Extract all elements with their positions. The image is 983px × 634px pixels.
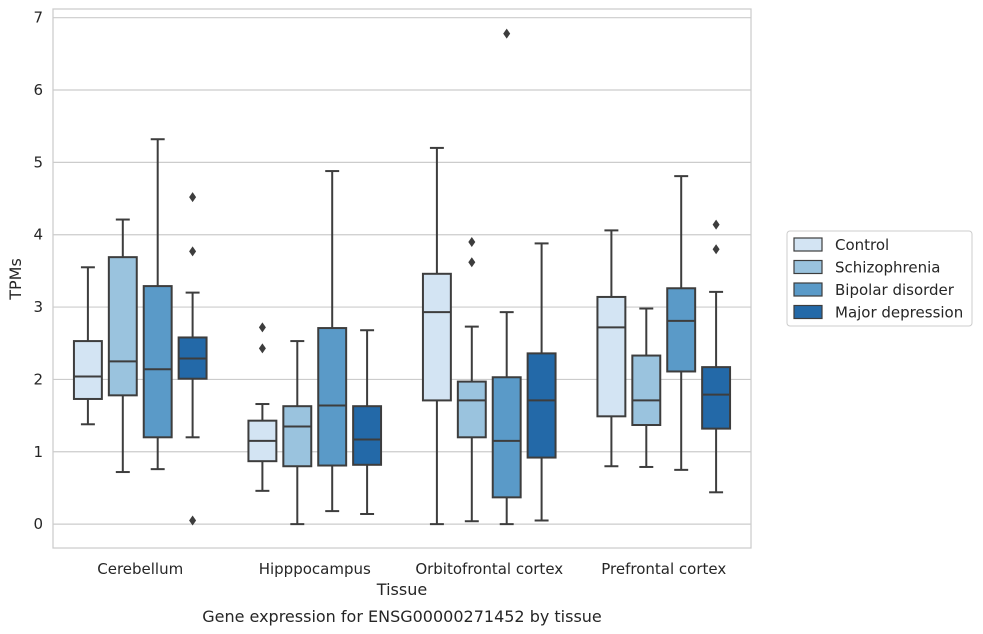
box (701, 219, 732, 494)
box (456, 236, 487, 523)
y-tick-label: 1 (33, 443, 43, 461)
box-body (317, 327, 348, 467)
box-body (142, 285, 173, 439)
chart-caption: Gene expression for ENSG00000271452 by t… (202, 607, 602, 626)
box (526, 242, 557, 522)
y-tick-label: 0 (33, 515, 43, 533)
box-body (282, 405, 313, 468)
box (421, 146, 452, 526)
legend-label: Schizophrenia (835, 259, 940, 277)
outlier-point (189, 192, 197, 203)
box (666, 175, 697, 471)
y-axis: 0 1 2 3 4 5 6 7 (33, 9, 43, 533)
box (142, 138, 173, 471)
y-axis-title: TPMs (6, 258, 25, 301)
legend-label: Control (835, 236, 889, 254)
x-tick-label: Orbitofrontal cortex (415, 560, 563, 578)
box-body (456, 380, 487, 439)
box (491, 28, 522, 526)
legend-swatch (793, 237, 823, 252)
box (282, 340, 313, 526)
box (631, 307, 662, 468)
box-body (701, 366, 732, 430)
x-tick-label: Hipppocampus (259, 560, 371, 578)
outlier-point (258, 322, 266, 333)
legend: Control Schizophrenia Bipolar disorder Majo… (786, 230, 973, 327)
y-tick-label: 3 (33, 298, 43, 316)
box-body (596, 295, 627, 418)
outlier-point (258, 343, 266, 354)
y-tick-label: 7 (33, 9, 43, 27)
box-body (631, 354, 662, 427)
outlier-point (189, 515, 197, 526)
box-body (72, 340, 103, 400)
legend-swatch (793, 259, 823, 275)
box (107, 218, 138, 474)
outlier-point (503, 28, 511, 39)
box-body (666, 287, 697, 373)
legend-frame (786, 230, 973, 327)
box-body (107, 256, 138, 397)
plot-frame (52, 8, 752, 549)
box (247, 322, 278, 492)
legend-label: Major depression (835, 304, 963, 322)
y-tick-label: 5 (33, 153, 43, 171)
x-tick-label: Prefrontal cortex (601, 560, 726, 578)
box-body (352, 405, 383, 466)
y-tick-label: 2 (33, 370, 43, 388)
box (596, 229, 627, 468)
x-tick-label: Cerebellum (97, 560, 183, 578)
box-body (421, 272, 452, 402)
y-tick-label: 4 (33, 226, 43, 244)
legend-swatch (793, 304, 823, 320)
y-tick-label: 6 (33, 81, 43, 99)
box (177, 192, 208, 526)
legend-label: Bipolar disorder (835, 281, 955, 299)
x-axis: Cerebellum Hipppocampus Orbitofrontal cort… (97, 560, 726, 578)
box-series (72, 28, 732, 526)
outlier-point (468, 236, 476, 247)
box-body (491, 376, 522, 499)
outlier-point (189, 246, 197, 257)
outlier-point (712, 219, 720, 230)
x-axis-title: Tissue (376, 580, 427, 599)
outlier-point (712, 244, 720, 255)
box-body (526, 352, 557, 459)
legend-swatch (793, 282, 823, 297)
box (317, 170, 348, 513)
box (72, 266, 103, 426)
box (352, 329, 383, 515)
outlier-point (468, 257, 476, 268)
